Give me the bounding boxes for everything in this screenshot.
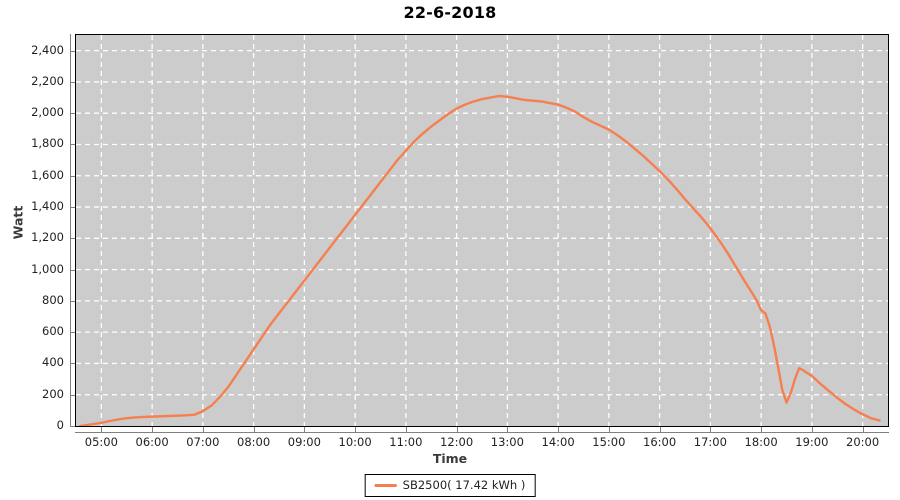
legend-label-sb2500: SB2500( 17.42 kWh ) (402, 478, 526, 492)
x-axis-tick-label: 14:00 (541, 435, 575, 449)
x-axis-tick-label: 09:00 (287, 435, 321, 449)
x-axis-tick-mark (608, 427, 610, 432)
x-axis-tick-mark (304, 427, 306, 432)
x-axis-tick-mark (507, 427, 509, 432)
y-axis-tick-mark (70, 175, 75, 177)
y-axis-tick-mark (70, 269, 75, 271)
series-line-0 (79, 94, 881, 426)
x-axis-tick-label: 20:00 (846, 435, 880, 449)
x-axis-tick-label: 07:00 (186, 435, 220, 449)
y-axis-tick-label: 600 (42, 324, 64, 339)
y-axis-tick-mark (70, 207, 75, 209)
x-axis-tick-label: 19:00 (795, 435, 829, 449)
x-axis-label: Time (432, 451, 468, 466)
y-axis-tick-label: 0 (56, 418, 64, 432)
y-axis-tick-label: 1,200 (31, 230, 64, 245)
x-axis-tick-mark (405, 427, 407, 432)
y-axis-tick-mark (70, 332, 75, 334)
x-axis-tick-label: 11:00 (389, 435, 423, 449)
x-axis-tick-label: 17:00 (693, 435, 727, 449)
chart-title: 22-6-2018 (403, 3, 497, 22)
y-axis-tick-mark (70, 81, 75, 83)
x-axis-tick-label: 13:00 (490, 435, 524, 449)
x-axis-tick-mark (659, 427, 661, 432)
y-axis-tick-label: 1,800 (31, 136, 64, 151)
y-axis-tick-mark (70, 50, 75, 52)
y-axis-tick-mark (70, 300, 75, 302)
y-axis-tick-mark (70, 238, 75, 240)
y-axis-tick-label: 2,000 (31, 105, 64, 120)
x-axis-tick-label: 15:00 (592, 435, 626, 449)
data-series-group (79, 94, 881, 426)
x-axis-tick-mark (355, 427, 357, 432)
x-axis-line (75, 432, 889, 433)
x-axis-tick-mark (253, 427, 255, 432)
y-axis-line (70, 34, 71, 427)
x-axis-tick-label: 10:00 (338, 435, 372, 449)
y-axis-tick-label: 2,400 (31, 42, 64, 57)
y-axis-tick-mark (70, 426, 75, 427)
x-axis-tick-mark (710, 427, 712, 432)
x-axis-tick-mark (202, 427, 204, 432)
y-axis-tick-label: 1,000 (31, 261, 64, 276)
chart-legend: SB2500( 17.42 kWh ) (364, 474, 536, 497)
gridlines (76, 35, 888, 426)
x-axis-tick-mark (152, 427, 154, 432)
y-axis-tick-label: 1,400 (31, 199, 64, 214)
y-axis-tick-label: 800 (42, 292, 64, 307)
plot-area (75, 34, 889, 427)
x-axis-tick-label: 08:00 (237, 435, 271, 449)
y-axis-tick-label: 2,200 (31, 73, 64, 88)
x-axis-tick-label: 16:00 (643, 435, 677, 449)
x-axis-tick-label: 05:00 (84, 435, 118, 449)
y-axis-tick-label: 200 (42, 386, 64, 401)
x-axis-tick-mark (101, 427, 103, 432)
x-axis-tick-mark (862, 427, 864, 432)
y-axis-tick-mark (70, 144, 75, 146)
x-axis-tick-label: 12:00 (440, 435, 474, 449)
x-axis-tick-label: 18:00 (744, 435, 778, 449)
y-axis-tick-label: 400 (42, 355, 64, 370)
x-axis-tick-label: 06:00 (135, 435, 169, 449)
y-axis-tick-label: 1,600 (31, 167, 64, 182)
x-axis-tick-mark (811, 427, 813, 432)
x-axis-tick-mark (558, 427, 560, 432)
x-axis-tick-mark (456, 427, 458, 432)
legend-color-swatch-sb2500 (374, 483, 397, 487)
plot-svg (76, 35, 888, 426)
y-axis-tick-mark (70, 363, 75, 365)
y-axis-tick-mark (70, 394, 75, 396)
x-axis-tick-mark (761, 427, 763, 432)
y-axis-tick-mark (70, 113, 75, 115)
